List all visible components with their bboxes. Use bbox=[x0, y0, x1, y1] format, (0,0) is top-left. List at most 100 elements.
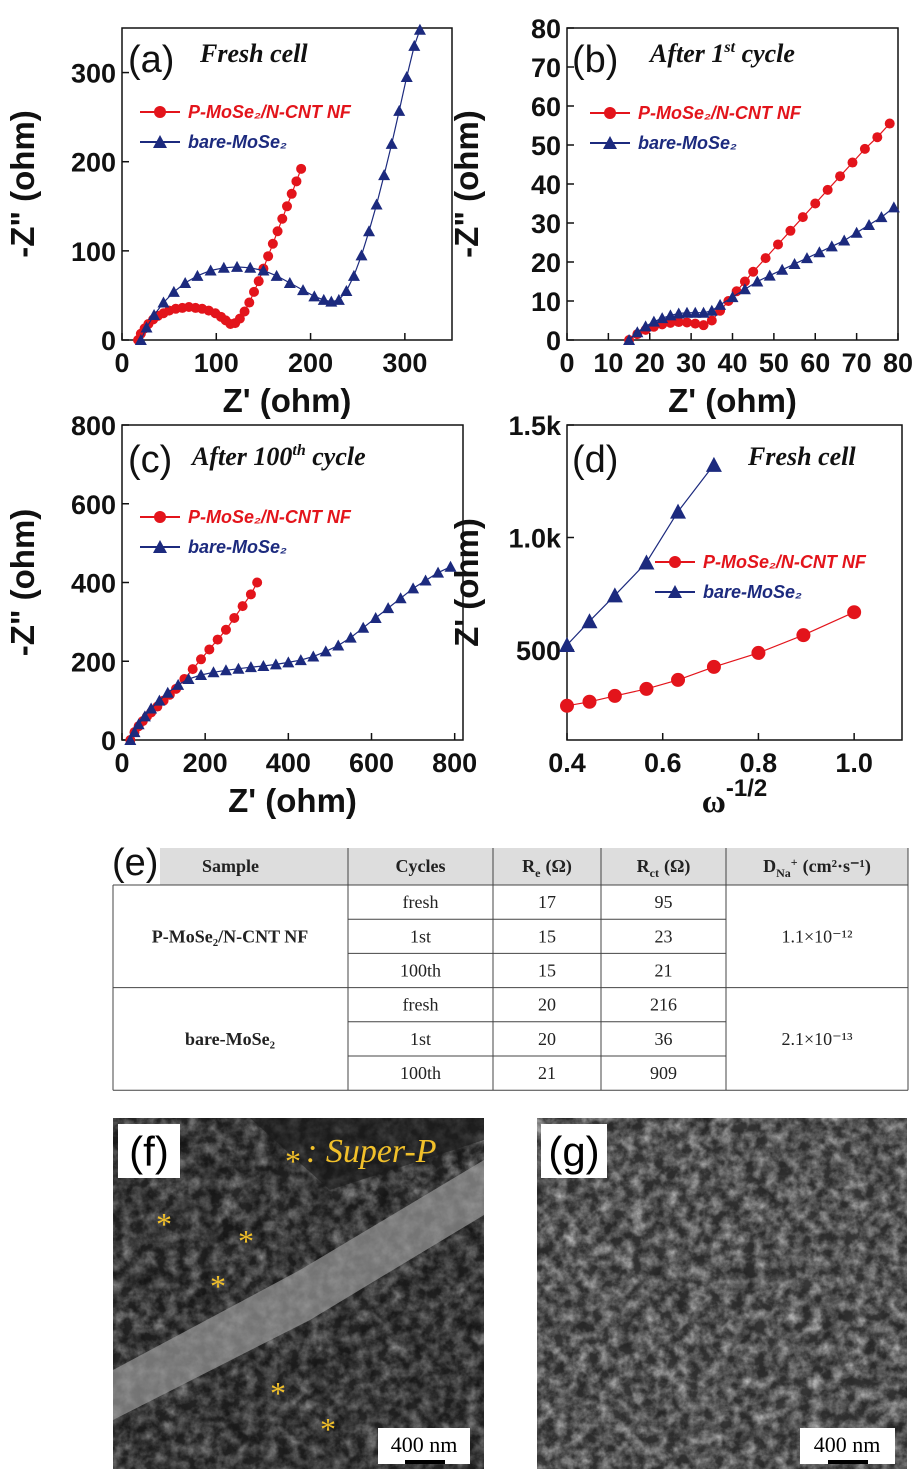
annotation: After 1st cycle bbox=[648, 39, 795, 68]
x-tick-label: 100 bbox=[194, 348, 239, 378]
data-point bbox=[213, 635, 223, 645]
data-point bbox=[320, 645, 332, 656]
data-point bbox=[393, 105, 405, 116]
table-cell: 1st bbox=[410, 1029, 431, 1049]
y-axis-label: Z' (ohm) bbox=[448, 518, 485, 647]
diffusion-cell: 2.1×10⁻¹³ bbox=[782, 1029, 854, 1049]
data-point bbox=[863, 219, 875, 230]
x-tick-label: 60 bbox=[800, 348, 830, 378]
data-point bbox=[297, 284, 309, 295]
data-point bbox=[823, 185, 833, 195]
data-point bbox=[706, 457, 722, 472]
table-cell: 15 bbox=[538, 961, 556, 981]
data-point bbox=[357, 622, 369, 633]
table-cell: 20 bbox=[538, 995, 556, 1015]
annotation-part: Fresh cell bbox=[747, 442, 856, 471]
x-axis-label-sup: -1/2 bbox=[726, 775, 767, 802]
data-point bbox=[370, 612, 382, 623]
x-tick-label: 80 bbox=[883, 348, 913, 378]
data-point bbox=[382, 602, 394, 613]
data-point bbox=[355, 249, 367, 260]
table-cell: 17 bbox=[538, 892, 556, 912]
x-tick-label: 1.0 bbox=[835, 748, 873, 778]
y-tick-label: 600 bbox=[71, 490, 116, 520]
data-point bbox=[348, 270, 360, 281]
table-cell: 21 bbox=[655, 961, 673, 981]
annotation-part: cycle bbox=[735, 39, 795, 68]
table-cell: 1st bbox=[410, 926, 431, 946]
y-tick-label: 300 bbox=[71, 59, 116, 89]
data-point bbox=[254, 276, 264, 286]
x-tick-label: 300 bbox=[382, 348, 427, 378]
marker: * bbox=[270, 1375, 286, 1411]
panel-label: (b) bbox=[572, 39, 618, 81]
sample-cell: P-MoSe₂/N-CNT NF bbox=[152, 926, 309, 946]
data-point bbox=[273, 226, 283, 236]
x-tick-label: 800 bbox=[432, 748, 477, 778]
data-point bbox=[608, 689, 622, 703]
data-point bbox=[188, 664, 198, 674]
data-point bbox=[191, 270, 203, 281]
annotation-part: cycle bbox=[306, 442, 366, 471]
y-tick-label: 800 bbox=[71, 411, 116, 441]
annotation-part: After 100 bbox=[190, 442, 292, 471]
x-axis-label: Z' (ohm) bbox=[223, 382, 352, 419]
legend-marker bbox=[669, 556, 681, 568]
marker: * bbox=[320, 1411, 336, 1447]
marker-legend: : Super-P bbox=[306, 1133, 437, 1170]
annotation-part: st bbox=[723, 39, 735, 56]
x-axis-label: Z' (ohm) bbox=[228, 782, 357, 819]
chart: 01002003000100200300Z' (ohm)-Z" (ohm)(a)… bbox=[4, 24, 452, 419]
x-axis-label: ω-1/2 bbox=[702, 775, 767, 820]
data-point bbox=[707, 660, 721, 674]
scale-label: 400 nm bbox=[814, 1432, 881, 1457]
x-tick-label: 0 bbox=[114, 748, 129, 778]
data-point bbox=[252, 578, 262, 588]
data-point bbox=[332, 640, 344, 651]
data-point bbox=[789, 258, 801, 269]
table-cell: 95 bbox=[655, 892, 673, 912]
header-unit: (Ω) bbox=[545, 856, 571, 877]
table-cell: fresh bbox=[403, 892, 439, 912]
header-text: R bbox=[637, 856, 651, 876]
legend-label: bare-MoSe₂ bbox=[188, 132, 287, 152]
annotation: Fresh cell bbox=[199, 39, 308, 68]
legend-label: P-MoSe₂/N-CNT NF bbox=[703, 552, 867, 572]
data-point bbox=[277, 214, 287, 224]
header-unit: (Ω) bbox=[664, 856, 690, 877]
y-tick-label: 40 bbox=[531, 170, 561, 200]
table: (e)SampleCyclesRe(Ω)Rct(Ω)DNa+(cm²·s⁻¹)P… bbox=[112, 842, 908, 1090]
marker: * bbox=[210, 1268, 226, 1304]
data-point bbox=[801, 252, 813, 263]
x-tick-label: 0.6 bbox=[644, 748, 682, 778]
x-tick-label: 20 bbox=[635, 348, 665, 378]
data-point bbox=[401, 71, 413, 82]
data-point bbox=[810, 199, 820, 209]
legend-marker bbox=[154, 511, 166, 523]
marker: * bbox=[238, 1223, 254, 1259]
data-point bbox=[386, 138, 398, 149]
legend-marker bbox=[604, 107, 616, 119]
x-tick-label: 40 bbox=[717, 348, 747, 378]
table-cell: fresh bbox=[403, 995, 439, 1015]
data-point bbox=[690, 319, 700, 329]
legend-label: P-MoSe₂/N-CNT NF bbox=[188, 507, 352, 527]
data-point bbox=[560, 699, 574, 713]
data-point bbox=[838, 235, 850, 246]
diffusion-cell: 1.1×10⁻¹² bbox=[782, 926, 853, 946]
table-cell: 20 bbox=[538, 1029, 556, 1049]
data-point bbox=[407, 582, 419, 593]
data-point bbox=[307, 651, 319, 662]
data-point bbox=[835, 171, 845, 181]
data-point bbox=[748, 267, 758, 277]
x-tick-label: 0.4 bbox=[548, 748, 586, 778]
y-tick-label: 30 bbox=[531, 209, 561, 239]
y-axis-label: -Z" (ohm) bbox=[4, 509, 41, 657]
data-point bbox=[345, 632, 357, 643]
data-point bbox=[249, 287, 259, 297]
data-point bbox=[826, 240, 838, 251]
x-tick-label: 50 bbox=[759, 348, 789, 378]
x-tick-label: 30 bbox=[676, 348, 706, 378]
data-point bbox=[284, 277, 296, 288]
